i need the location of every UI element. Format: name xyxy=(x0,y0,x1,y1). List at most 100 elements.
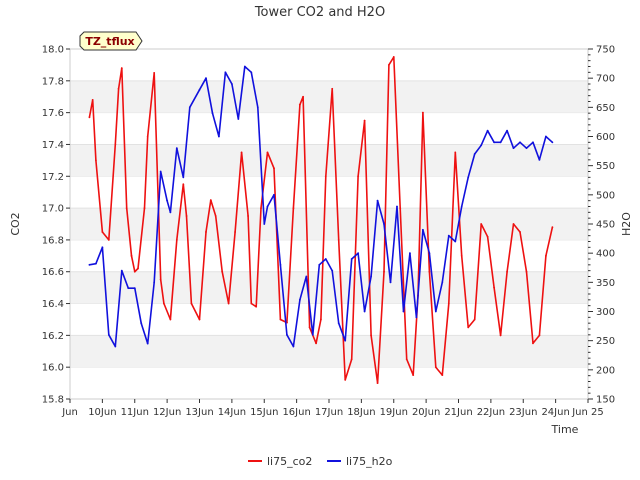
x-tick-label: 16Jun xyxy=(282,407,310,418)
data-point-li75_h2o xyxy=(266,205,269,208)
data-point-li75_h2o xyxy=(447,234,450,237)
data-point-li75_h2o xyxy=(237,118,240,120)
data-point-li75_co2 xyxy=(273,167,275,170)
y-right-tick-label: 400 xyxy=(596,249,615,260)
y-right-tick-label: 750 xyxy=(596,45,615,56)
y-left-tick-label: 17.2 xyxy=(42,172,64,183)
y-left-tick-label: 16.8 xyxy=(42,235,64,246)
data-point-li75_h2o xyxy=(159,170,162,173)
data-point-li75_co2 xyxy=(107,239,110,241)
data-point-li75_co2 xyxy=(255,305,258,308)
data-point-li75_co2 xyxy=(315,342,317,345)
data-point-li75_h2o xyxy=(344,339,347,342)
x-axis: Jun 10Jun 11Jun 12Jun 13Jun 14Jun 15Jun 16Jun 17… xyxy=(61,399,604,418)
data-point-li75_h2o xyxy=(512,147,515,150)
y-right-tick-label: 150 xyxy=(596,395,615,406)
y-left-tick-label: 16.2 xyxy=(42,331,64,342)
data-point-li75_co2 xyxy=(480,223,483,225)
data-point-li75_co2 xyxy=(209,199,212,202)
plot-band xyxy=(70,335,588,368)
x-tick-label: 10Jun xyxy=(88,407,116,418)
data-point-li75_h2o xyxy=(114,345,117,348)
data-point-li75_h2o xyxy=(506,129,508,132)
series-lines xyxy=(88,56,554,384)
plot-band xyxy=(70,271,588,304)
y-right-tick-label: 700 xyxy=(596,74,615,85)
data-point-li75_co2 xyxy=(182,183,185,186)
data-point-li75_co2 xyxy=(532,342,534,345)
y-axis-right-label: H2O xyxy=(620,212,633,236)
data-point-li75_co2 xyxy=(143,207,146,209)
legend: li75_co2 li75_h2o xyxy=(248,455,393,468)
data-point-li75_h2o xyxy=(127,287,130,290)
data-point-li75_co2 xyxy=(337,239,340,241)
data-point-li75_h2o xyxy=(402,310,405,313)
data-point-li75_co2 xyxy=(185,215,188,217)
data-point-li75_h2o xyxy=(279,263,282,266)
data-point-li75_h2o xyxy=(273,193,275,196)
data-point-li75_h2o xyxy=(169,211,172,214)
data-point-li75_co2 xyxy=(266,151,269,154)
data-point-li75_co2 xyxy=(125,207,128,209)
plot-band xyxy=(70,80,588,113)
y-left-tick-label: 18.0 xyxy=(42,45,64,56)
data-point-li75_co2 xyxy=(162,302,165,305)
data-point-li75_h2o xyxy=(324,258,327,260)
x-tick-label: 19Jun xyxy=(380,407,408,418)
data-point-li75_co2 xyxy=(441,374,444,377)
data-point-li75_h2o xyxy=(298,298,301,301)
data-point-li75_co2 xyxy=(506,270,508,273)
y-right-tick-label: 650 xyxy=(596,103,615,114)
data-point-li75_h2o xyxy=(182,176,185,179)
data-point-li75_co2 xyxy=(117,87,120,90)
data-point-li75_h2o xyxy=(363,310,366,313)
data-point-li75_co2 xyxy=(344,379,347,381)
data-point-li75_h2o xyxy=(350,258,353,260)
data-point-li75_co2 xyxy=(357,175,360,178)
data-point-li75_h2o xyxy=(101,246,104,249)
data-point-li75_h2o xyxy=(120,269,123,272)
data-point-li75_co2 xyxy=(260,207,262,209)
y-left-tick-label: 16.0 xyxy=(42,363,64,374)
y-left-tick-label: 16.6 xyxy=(42,267,64,278)
data-point-li75_h2o xyxy=(415,316,418,319)
data-point-li75_co2 xyxy=(363,119,366,122)
data-point-li75_co2 xyxy=(473,318,476,321)
data-point-li75_co2 xyxy=(250,302,253,305)
data-point-li75_co2 xyxy=(545,254,547,257)
y-axis-right: 150 200 250 300 350 400 450 500 550 600 650 700 750 xyxy=(588,45,615,406)
data-point-li75_h2o xyxy=(493,141,496,144)
data-point-li75_h2o xyxy=(357,252,360,255)
data-point-li75_h2o xyxy=(88,263,91,266)
data-point-li75_co2 xyxy=(227,302,230,305)
y-right-tick-label: 250 xyxy=(596,336,615,347)
data-point-li75_h2o xyxy=(499,141,502,144)
data-point-li75_co2 xyxy=(159,278,162,281)
data-point-li75_h2o xyxy=(198,88,201,91)
data-point-li75_h2o xyxy=(166,199,169,202)
data-point-li75_h2o xyxy=(454,240,457,243)
data-point-li75_co2 xyxy=(205,231,207,233)
y-right-tick-label: 550 xyxy=(596,161,615,172)
x-tick-label: 22Jun xyxy=(477,407,505,418)
site-tag: TZ_tflux xyxy=(79,31,143,51)
data-point-li75_h2o xyxy=(389,281,392,284)
data-point-li75_h2o xyxy=(434,310,437,313)
data-point-li75_h2o xyxy=(480,144,483,147)
data-point-li75_h2o xyxy=(218,135,220,138)
data-point-li75_co2 xyxy=(399,207,402,209)
data-point-li75_h2o xyxy=(383,223,385,225)
x-tick-label: 18Jun xyxy=(347,407,375,418)
data-point-li75_h2o xyxy=(95,262,97,265)
data-point-li75_co2 xyxy=(279,318,282,321)
y-right-tick-label: 350 xyxy=(596,278,615,289)
data-point-li75_co2 xyxy=(331,87,334,90)
data-point-li75_h2o xyxy=(460,205,463,208)
y-right-tick-label: 300 xyxy=(596,307,615,318)
y-right-tick-label: 600 xyxy=(596,132,615,143)
data-point-li75_co2 xyxy=(153,71,156,74)
data-point-li75_h2o xyxy=(318,263,321,266)
data-point-li75_co2 xyxy=(428,270,431,273)
data-point-li75_h2o xyxy=(525,147,528,150)
data-point-li75_co2 xyxy=(114,143,117,146)
